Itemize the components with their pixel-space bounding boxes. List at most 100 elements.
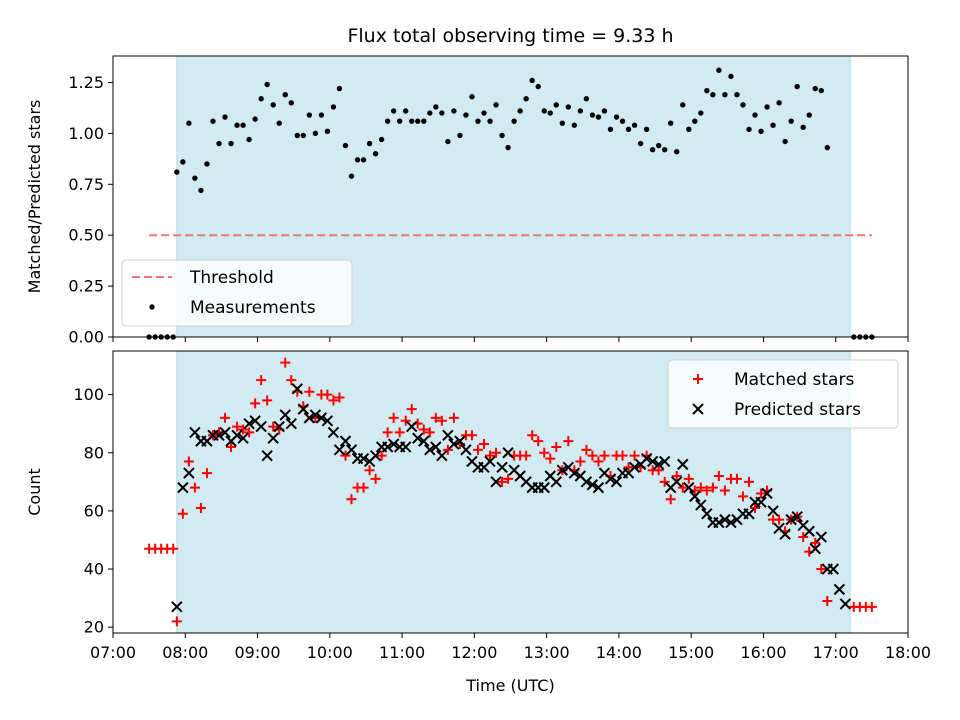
data-point — [701, 485, 712, 496]
data-point — [484, 455, 496, 468]
y-tick-label: 1.00 — [68, 124, 104, 143]
data-point — [412, 432, 424, 444]
data-point — [559, 120, 565, 126]
data-point — [315, 412, 328, 424]
data-point — [240, 122, 246, 128]
data-point — [286, 375, 297, 386]
x-tick-label: 07:00 — [90, 643, 136, 662]
data-point — [728, 73, 734, 80]
x-tick-label: 08:00 — [162, 643, 208, 662]
data-point — [442, 429, 454, 442]
data-point — [646, 455, 659, 468]
data-point — [448, 438, 460, 450]
data-point — [246, 136, 252, 143]
data-point — [755, 496, 767, 508]
data-point — [328, 395, 339, 406]
data-point — [436, 415, 447, 426]
data-point — [653, 465, 664, 476]
data-point — [451, 108, 457, 114]
data-point — [261, 449, 273, 462]
data-point — [695, 499, 707, 511]
data-point — [463, 112, 469, 118]
data-point — [713, 516, 725, 529]
data-point — [264, 81, 270, 88]
legend: Threshold Measurements — [121, 259, 353, 327]
data-point — [460, 444, 472, 456]
data-point — [640, 452, 653, 465]
data-point — [334, 392, 345, 403]
y-tick-label: 0.75 — [68, 175, 104, 194]
data-point — [372, 151, 379, 157]
data-point — [652, 458, 665, 471]
data-point — [304, 386, 315, 397]
data-point — [168, 543, 179, 554]
data-point — [496, 461, 508, 473]
data-point — [390, 108, 397, 114]
data-point — [601, 108, 608, 114]
legend-predicted-swatch — [692, 403, 704, 415]
y-tick-label: 1.25 — [68, 73, 104, 92]
data-point — [345, 444, 358, 456]
data-point — [779, 528, 791, 540]
data-point — [707, 482, 718, 493]
data-point — [481, 110, 487, 116]
data-point — [406, 404, 417, 415]
x-axis-label: Time (UTC) — [465, 676, 554, 695]
data-point — [659, 476, 670, 487]
data-point — [238, 424, 249, 435]
x-tick-label: 11:00 — [379, 643, 425, 662]
data-point — [469, 94, 475, 100]
data-point — [511, 118, 517, 124]
data-point — [256, 375, 267, 386]
y-tick-label: 40 — [84, 560, 104, 579]
data-point — [234, 122, 240, 128]
data-point — [589, 112, 596, 118]
data-point — [189, 426, 201, 439]
data-point — [418, 435, 430, 447]
x-tick-label: 16:00 — [740, 643, 786, 662]
data-point — [216, 140, 222, 147]
data-point — [279, 409, 291, 421]
data-point — [839, 598, 852, 610]
data-point — [346, 494, 357, 505]
data-point — [816, 564, 827, 575]
data-point — [758, 128, 764, 135]
data-point — [357, 452, 370, 465]
data-point — [521, 450, 532, 461]
data-point — [716, 67, 722, 73]
y-tick-label: 100 — [73, 385, 104, 404]
y-tick-label: 60 — [84, 501, 104, 520]
data-point — [529, 77, 535, 84]
data-point — [312, 130, 319, 137]
data-point — [701, 508, 713, 520]
data-point — [466, 430, 477, 441]
legend-threshold-label: Threshold — [189, 268, 274, 288]
data-point — [324, 128, 331, 135]
data-point — [291, 383, 304, 395]
data-point — [258, 96, 264, 102]
data-point — [563, 436, 574, 447]
data-point — [658, 455, 671, 468]
data-point — [794, 83, 800, 90]
data-point — [384, 118, 391, 124]
legend: Matched stars Predicted stars — [667, 359, 899, 429]
y-axis-label: Count — [25, 468, 44, 516]
data-point — [683, 481, 695, 494]
legend-matched-label: Matched stars — [734, 370, 854, 390]
series-matched-stars — [144, 357, 877, 627]
y-tick-label: 80 — [84, 443, 104, 462]
data-point — [744, 476, 754, 487]
data-point — [387, 438, 400, 450]
data-point — [418, 424, 429, 435]
data-point — [189, 482, 200, 493]
data-point — [671, 471, 682, 482]
data-point — [785, 513, 797, 526]
data-point — [403, 108, 409, 114]
data-point — [333, 444, 346, 456]
data-point — [219, 426, 231, 439]
data-point — [565, 104, 572, 110]
data-point — [244, 427, 255, 438]
data-point — [232, 421, 243, 432]
data-point — [485, 450, 496, 461]
data-point — [539, 447, 550, 458]
